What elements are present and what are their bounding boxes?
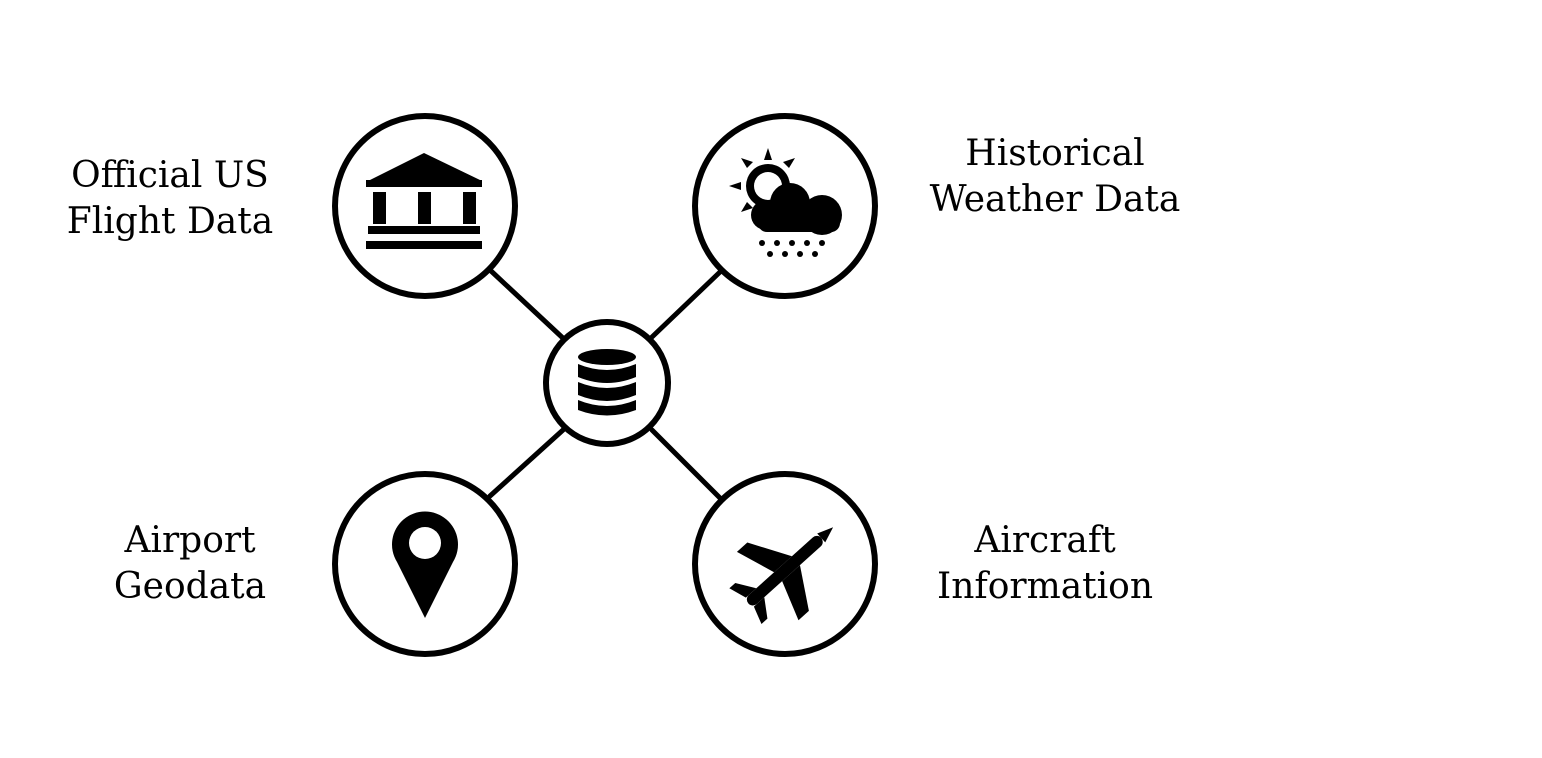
- node-airport-geodata: [332, 471, 518, 657]
- label-line: Historical: [965, 133, 1145, 174]
- node-official-us-flight-data: [332, 113, 518, 299]
- label-historical-weather-data: Historical Weather Data: [905, 131, 1205, 223]
- airplane-icon: [729, 527, 834, 624]
- label-line: Official US: [71, 155, 269, 196]
- connector-bottom-left: [487, 427, 566, 499]
- connector-top-left: [487, 267, 568, 343]
- label-official-us-flight-data: Official US Flight Data: [40, 153, 300, 245]
- label-line: Weather Data: [929, 179, 1181, 220]
- node-historical-weather-data: [692, 113, 878, 299]
- label-aircraft-information: Aircraft Information: [905, 518, 1185, 610]
- label-line: Aircraft: [974, 520, 1116, 561]
- weather-sun-cloud-rain-icon: [729, 148, 842, 257]
- label-line: Geodata: [113, 566, 267, 607]
- connector-top-right: [649, 269, 723, 340]
- government-building-icon: [366, 153, 482, 249]
- center-node: [543, 319, 671, 447]
- map-pin-icon: [392, 511, 458, 618]
- database-icon: [578, 349, 636, 416]
- label-airport-geodata: Airport Geodata: [60, 518, 320, 610]
- connector-bottom-right: [649, 427, 723, 501]
- label-line: Airport: [124, 520, 256, 561]
- label-line: Information: [936, 566, 1154, 607]
- label-line: Flight Data: [66, 201, 274, 242]
- connectors: [487, 267, 723, 501]
- node-aircraft-information: [692, 471, 878, 657]
